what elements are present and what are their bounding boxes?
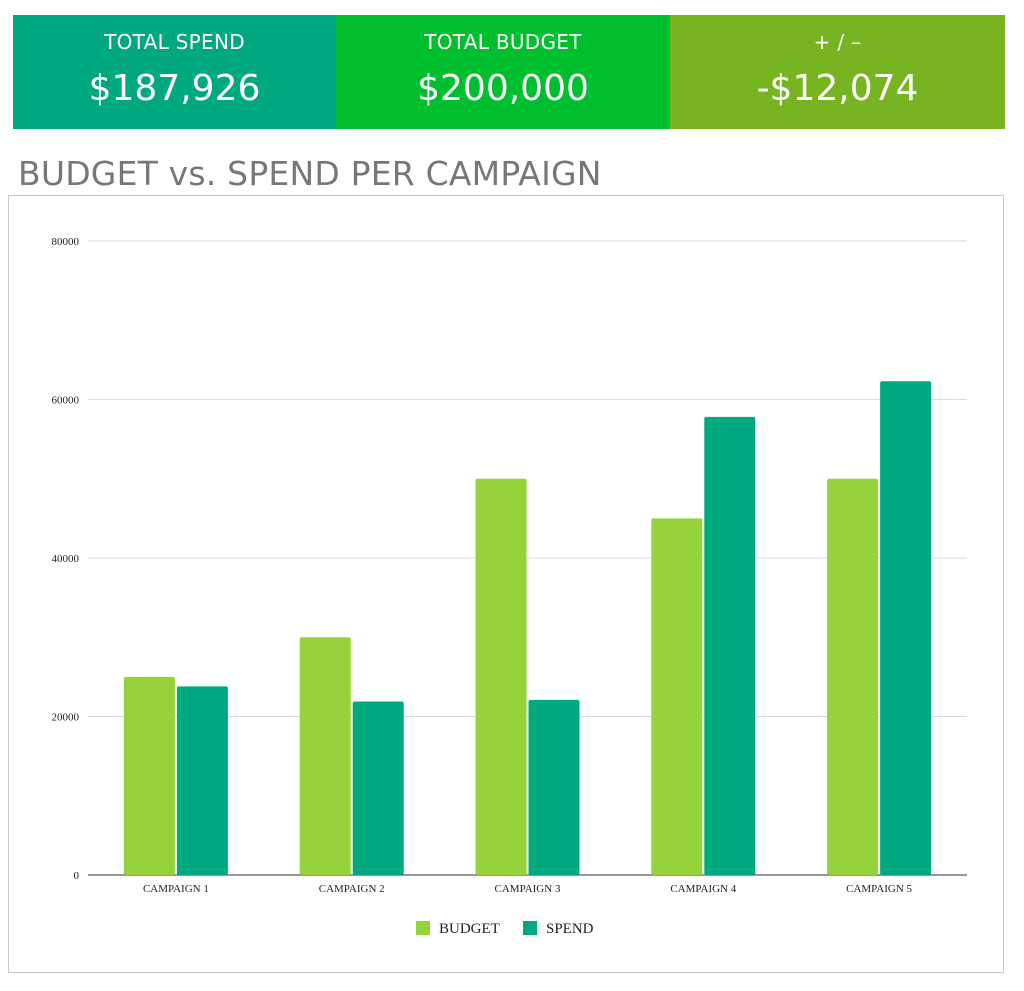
spend-bar <box>352 701 404 875</box>
x-tick-label: CAMPAIGN 3 <box>495 883 561 895</box>
total-spend-card: TOTAL SPEND $187,926 <box>13 15 336 129</box>
y-tick-label: 60000 <box>52 395 80 407</box>
x-tick-label: CAMPAIGN 4 <box>670 883 736 895</box>
y-tick-label: 80000 <box>52 236 80 248</box>
chart-container: 0 20000 40000 60000 80000 CAMPAIGN 1 CAMPAIGN … <box>8 195 1004 973</box>
x-tick-label: CAMPAIGN 5 <box>846 883 912 895</box>
budget-bar <box>827 478 879 875</box>
budget-bar <box>651 518 703 875</box>
difference-value: -$12,074 <box>756 68 919 109</box>
total-spend-value: $187,926 <box>88 68 261 109</box>
total-budget-label: TOTAL BUDGET <box>424 30 582 54</box>
difference-card: + / – -$12,074 <box>670 15 1005 129</box>
total-spend-label: TOTAL SPEND <box>104 30 245 54</box>
spend-legend-label: SPEND <box>546 921 594 937</box>
spend-bar <box>704 416 756 875</box>
spend-bar <box>176 686 228 875</box>
y-tick-label: 0 <box>74 870 80 882</box>
x-tick-label: CAMPAIGN 1 <box>143 883 209 895</box>
budget-bar <box>475 478 527 875</box>
kpi-row: TOTAL SPEND $187,926 TOTAL BUDGET $200,0… <box>13 15 1005 129</box>
budget-legend-label: BUDGET <box>439 921 500 937</box>
total-budget-value: $200,000 <box>417 68 589 109</box>
budget-bar <box>123 676 175 875</box>
y-tick-label: 20000 <box>52 712 80 724</box>
budget-vs-spend-chart: 0 20000 40000 60000 80000 CAMPAIGN 1 CAMPAIGN … <box>52 236 967 937</box>
chart-title: BUDGET vs. SPEND PER CAMPAIGN <box>18 154 602 193</box>
spend-legend-swatch <box>523 921 537 935</box>
x-tick-label: CAMPAIGN 2 <box>319 883 385 895</box>
spend-bar <box>880 381 932 875</box>
spend-bar <box>528 699 580 875</box>
y-tick-label: 40000 <box>52 553 80 565</box>
total-budget-card: TOTAL BUDGET $200,000 <box>336 15 670 129</box>
difference-label: + / – <box>813 30 862 54</box>
budget-legend-swatch <box>416 921 430 935</box>
budget-bar <box>299 637 351 875</box>
